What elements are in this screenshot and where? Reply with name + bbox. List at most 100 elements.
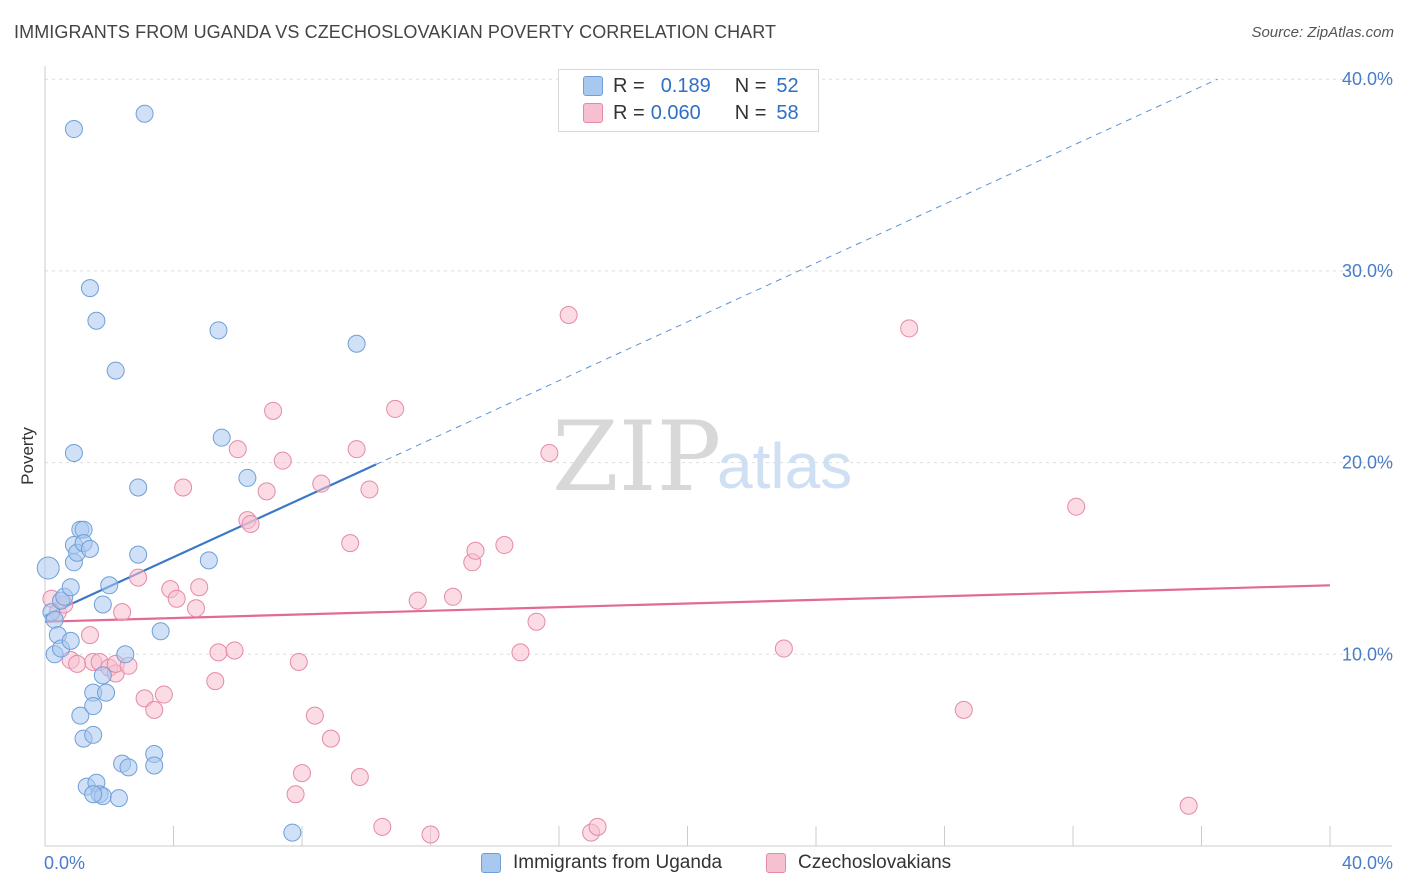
point-czechoslovakians: [305, 706, 324, 725]
point-czechoslovakians: [312, 474, 331, 493]
legend-row-czechoslovakians: R = 0.060 N = 58: [583, 101, 799, 125]
chart-title: IMMIGRANTS FROM UGANDA VS CZECHOSLOVAKIA…: [14, 22, 777, 42]
point-uganda: [347, 334, 366, 353]
legend-n-value: 58: [776, 101, 799, 124]
point-czechoslovakians: [954, 700, 973, 719]
point-czechoslovakians: [373, 817, 392, 836]
point-czechoslovakians: [206, 672, 225, 691]
y-tick-label: 40.0%: [1342, 69, 1393, 89]
point-uganda: [80, 279, 99, 298]
point-czechoslovakians: [129, 568, 148, 587]
grid-layer: [45, 78, 1392, 655]
legend-item-uganda[interactable]: Immigrants from Uganda: [481, 852, 722, 874]
point-czechoslovakians: [421, 825, 440, 844]
point-czechoslovakians: [228, 440, 247, 459]
point-czechoslovakians: [135, 689, 154, 708]
legend-r-label: R =: [613, 74, 645, 97]
point-uganda: [87, 311, 106, 330]
point-czechoslovakians: [347, 440, 366, 459]
point-czechoslovakians: [360, 480, 379, 499]
point-czechoslovakians: [257, 482, 276, 501]
source-label: Source: ZipAtlas.com: [1251, 24, 1394, 41]
point-uganda: [61, 631, 80, 650]
watermark-atlas: atlas: [717, 430, 852, 502]
point-uganda: [145, 756, 164, 775]
point-uganda: [61, 578, 80, 597]
point-czechoslovakians: [186, 599, 205, 618]
y-tick-label: 30.0%: [1342, 261, 1393, 281]
watermark-zip: ZIP: [552, 401, 721, 513]
point-uganda: [71, 706, 90, 725]
point-czechoslovakians: [145, 700, 164, 719]
point-czechoslovakians: [264, 401, 283, 420]
point-czechoslovakians: [1067, 497, 1086, 516]
point-czechoslovakians: [225, 641, 244, 660]
legend-n-label: N =: [734, 74, 767, 97]
point-czechoslovakians: [293, 764, 311, 783]
point-czechoslovakians: [209, 643, 228, 662]
point-uganda: [84, 697, 103, 716]
point-czechoslovakians: [350, 767, 369, 786]
point-czechoslovakians: [511, 643, 530, 662]
point-czechoslovakians: [68, 654, 87, 673]
point-uganda: [199, 551, 218, 570]
point-uganda: [135, 104, 154, 123]
point-uganda: [100, 576, 119, 595]
point-uganda: [93, 666, 112, 685]
point-czechoslovakians: [527, 612, 546, 631]
legend-r-value: 0.060: [650, 101, 701, 124]
point-czechoslovakians: [80, 626, 99, 645]
trend-line-1: [44, 584, 1331, 623]
point-czechoslovakians: [321, 729, 340, 748]
point-uganda: [109, 789, 128, 808]
legend-item-czechoslovakians[interactable]: Czechoslovakians: [766, 852, 951, 874]
point-czechoslovakians: [174, 478, 193, 497]
point-uganda: [45, 610, 64, 629]
y-tick-label: 10.0%: [1342, 644, 1393, 664]
point-czechoslovakians: [241, 514, 260, 533]
point-uganda: [129, 478, 148, 497]
legend-swatch-czechoslovakians: [766, 853, 786, 873]
point-uganda: [36, 556, 60, 580]
legend-label-czechoslovakians: Czechoslovakians: [798, 852, 952, 873]
series-legend: Immigrants from Uganda Czechoslovakians: [0, 852, 1406, 878]
point-czechoslovakians: [154, 685, 173, 704]
points-layer: [36, 104, 1198, 844]
point-uganda: [84, 725, 103, 744]
point-czechoslovakians: [774, 639, 793, 658]
point-czechoslovakians: [408, 591, 427, 610]
point-czechoslovakians: [900, 319, 919, 338]
point-czechoslovakians: [113, 603, 132, 622]
point-uganda: [93, 595, 112, 614]
legend-label-uganda: Immigrants from Uganda: [513, 852, 723, 873]
y-tick-label: 20.0%: [1342, 453, 1393, 473]
legend-swatch-uganda: [583, 76, 603, 96]
point-czechoslovakians: [443, 587, 462, 606]
point-czechoslovakians: [495, 536, 514, 555]
trend-extension-0: [375, 78, 1218, 465]
point-czechoslovakians: [167, 589, 186, 608]
point-czechoslovakians: [273, 451, 292, 470]
point-uganda: [106, 361, 125, 380]
point-uganda: [209, 321, 228, 340]
legend-n-label: N =: [734, 101, 767, 124]
point-czechoslovakians: [286, 785, 305, 804]
point-uganda: [151, 622, 170, 641]
point-czechoslovakians: [588, 817, 607, 836]
stats-legend: R = 0.189 N = 52 R = 0.060 N = 58: [558, 69, 819, 132]
point-uganda: [84, 785, 103, 804]
point-czechoslovakians: [341, 534, 360, 553]
legend-swatch-czechoslovakians: [583, 103, 603, 123]
y-axis-label: Poverty: [18, 427, 37, 485]
point-uganda: [212, 428, 231, 447]
point-czechoslovakians: [386, 399, 405, 418]
legend-r-label: R =: [613, 101, 645, 124]
point-uganda: [129, 545, 148, 564]
point-uganda: [116, 645, 135, 664]
point-czechoslovakians: [559, 305, 578, 324]
point-uganda: [119, 758, 138, 777]
x-tick-label-end: 40.0%: [1342, 853, 1393, 873]
legend-swatch-uganda: [481, 853, 501, 873]
legend-n-value: 52: [776, 74, 799, 97]
